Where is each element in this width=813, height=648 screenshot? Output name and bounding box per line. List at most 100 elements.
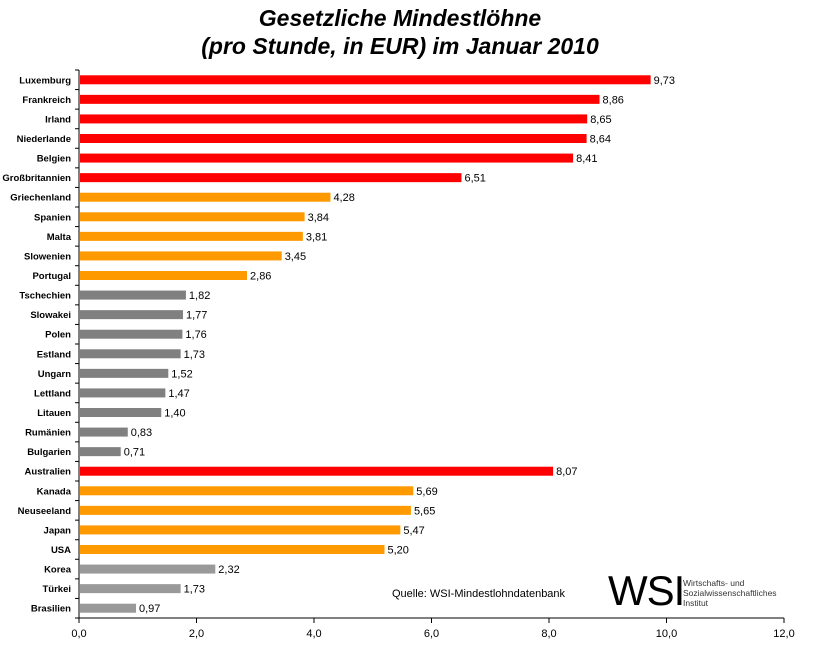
category-label: Polen: [45, 330, 71, 341]
bar: [80, 427, 128, 437]
category-label: Brasilien: [31, 604, 71, 615]
chart-title: Gesetzliche Mindestlöhne (pro Stunde, in…: [0, 4, 800, 60]
x-tick-label: 6,0: [424, 628, 439, 640]
x-tick-label: 2,0: [189, 628, 204, 640]
bar: [80, 192, 331, 202]
source-note: Quelle: WSI-Mindestlohndatenbank: [392, 588, 566, 600]
x-tick-label: 12,0: [773, 628, 794, 640]
value-label: 8,86: [603, 94, 624, 106]
value-label: 3,84: [308, 212, 329, 224]
value-label: 1,52: [171, 368, 192, 380]
value-label: 0,97: [139, 603, 160, 615]
bar: [80, 349, 181, 359]
wsi-logo-line2: Sozialwissenschaftliches: [683, 588, 777, 598]
bar: [80, 231, 303, 241]
value-label: 3,81: [306, 231, 327, 243]
value-label: 2,32: [218, 564, 239, 576]
value-label: 5,69: [416, 486, 437, 498]
value-label: 3,45: [285, 251, 306, 263]
value-label: 8,65: [590, 114, 611, 126]
bar: [80, 388, 166, 398]
value-label: 9,73: [654, 75, 675, 87]
value-label: 1,40: [164, 408, 185, 420]
category-label: USA: [51, 545, 71, 556]
category-label: Estland: [37, 349, 72, 360]
category-label: Großbritannien: [2, 173, 71, 184]
bar: [80, 75, 651, 85]
chart-subtitle: (pro Stunde, in EUR) im Januar 2010: [201, 33, 599, 59]
value-label: 1,73: [184, 584, 205, 596]
category-label: Japan: [44, 525, 72, 536]
bar: [80, 584, 181, 594]
value-label: 1,73: [184, 349, 205, 361]
value-label: 8,41: [576, 153, 597, 165]
category-label: Ungarn: [38, 369, 71, 380]
x-tick-label: 8,0: [541, 628, 556, 640]
category-label: Niederlande: [17, 134, 71, 145]
bar: [80, 447, 121, 457]
bar: [80, 466, 554, 476]
x-tick-label: 0,0: [71, 628, 86, 640]
wsi-logo-line1: Wirtschafts- und: [683, 578, 745, 588]
value-label: 1,77: [186, 310, 207, 322]
value-label: 6,51: [464, 173, 485, 185]
value-label: 1,82: [189, 290, 210, 302]
value-label: 0,83: [131, 427, 152, 439]
value-label: 5,47: [403, 525, 424, 537]
category-label: Neuseeland: [18, 506, 72, 517]
category-label: Australien: [25, 467, 72, 478]
bar: [80, 564, 216, 574]
value-label: 8,07: [556, 466, 577, 478]
category-label: Slowakei: [30, 310, 71, 321]
bar: [80, 329, 183, 339]
wsi-logo: WSI: [608, 567, 685, 614]
category-label: Lettland: [34, 388, 71, 399]
value-label: 8,64: [590, 134, 611, 146]
category-label: Belgien: [37, 154, 72, 165]
chart-title-line1: Gesetzliche Mindestlöhne: [258, 5, 542, 31]
bar: [80, 525, 401, 535]
wsi-logo-subtitle: Wirtschafts- und Sozialwissenschaftliche…: [683, 578, 793, 608]
category-label: Tschechien: [19, 291, 71, 302]
category-label: Slowenien: [24, 251, 71, 262]
category-label: Griechenland: [10, 193, 71, 204]
value-label: 0,71: [124, 447, 145, 459]
category-label: Türkei: [42, 584, 71, 595]
category-label: Bulgarien: [27, 447, 71, 458]
category-label: Frankreich: [22, 95, 71, 106]
bar: [80, 212, 305, 222]
bar: [80, 368, 169, 378]
bar: [80, 94, 600, 104]
bar: [80, 173, 462, 183]
category-label: Malta: [47, 232, 72, 243]
category-label: Spanien: [34, 212, 71, 223]
category-label: Rumänien: [25, 428, 71, 439]
bar: [80, 603, 136, 613]
bar: [80, 408, 162, 417]
category-label: Portugal: [32, 271, 71, 282]
value-label: 4,28: [333, 192, 354, 204]
value-label: 1,76: [185, 329, 206, 341]
bar: [80, 545, 385, 554]
category-label: Kanada: [37, 486, 72, 497]
wsi-logo-line3: Institut: [683, 598, 709, 608]
value-label: 1,47: [168, 388, 189, 400]
value-label: 5,20: [388, 545, 409, 557]
bar: [80, 251, 282, 261]
bar: [80, 486, 414, 496]
value-label: 2,86: [250, 271, 271, 283]
x-tick-label: 10,0: [656, 628, 677, 640]
bar: [80, 505, 411, 515]
category-label: Irland: [45, 114, 71, 125]
bar: [80, 114, 588, 124]
category-label: Litauen: [37, 408, 71, 419]
x-tick-label: 4,0: [306, 628, 321, 640]
bar: [80, 153, 574, 163]
category-label: Korea: [44, 565, 72, 576]
category-label: Luxemburg: [19, 75, 71, 86]
bar: [80, 290, 186, 300]
value-label: 5,65: [414, 505, 435, 517]
bar: [80, 310, 183, 320]
bar: [80, 271, 248, 280]
